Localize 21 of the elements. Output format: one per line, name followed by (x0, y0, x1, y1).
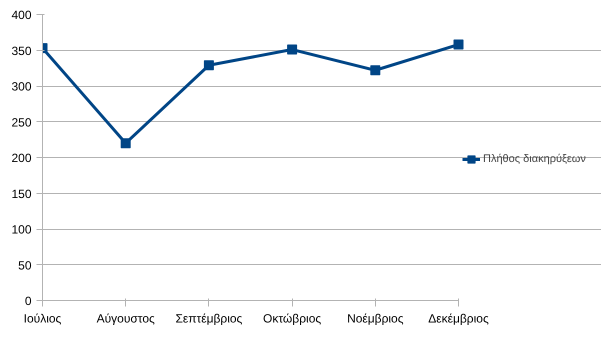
x-tick-label: Οκτώβριος (263, 312, 322, 326)
point (370, 65, 380, 76)
point (204, 60, 214, 70)
y-tick-label: 50 (18, 258, 32, 272)
point (287, 44, 298, 55)
y-tick-label: 350 (11, 44, 32, 58)
y-tick-label: 150 (11, 186, 32, 201)
y-tick-label: 100 (11, 222, 32, 236)
y-tick-label: 300 (11, 80, 32, 94)
point (454, 40, 464, 50)
x-tick-label: Νοέμβριος (347, 312, 404, 326)
y-tick-label: 250 (11, 115, 32, 130)
x-tick-label: Σεπτέμβριος (175, 312, 243, 326)
x-tick-label: Ιούλιος (24, 312, 62, 326)
y-tick-label: 200 (11, 151, 32, 165)
x-tick-label: Αύγουστος (96, 312, 156, 326)
y-tick-label: 400 (11, 8, 32, 22)
point (120, 138, 131, 148)
legend-label: Πλήθος διακηρύξεων (483, 153, 586, 165)
y-tick-label: 0 (24, 294, 32, 308)
x-tick-label: Δεκέμβριος (428, 312, 489, 326)
